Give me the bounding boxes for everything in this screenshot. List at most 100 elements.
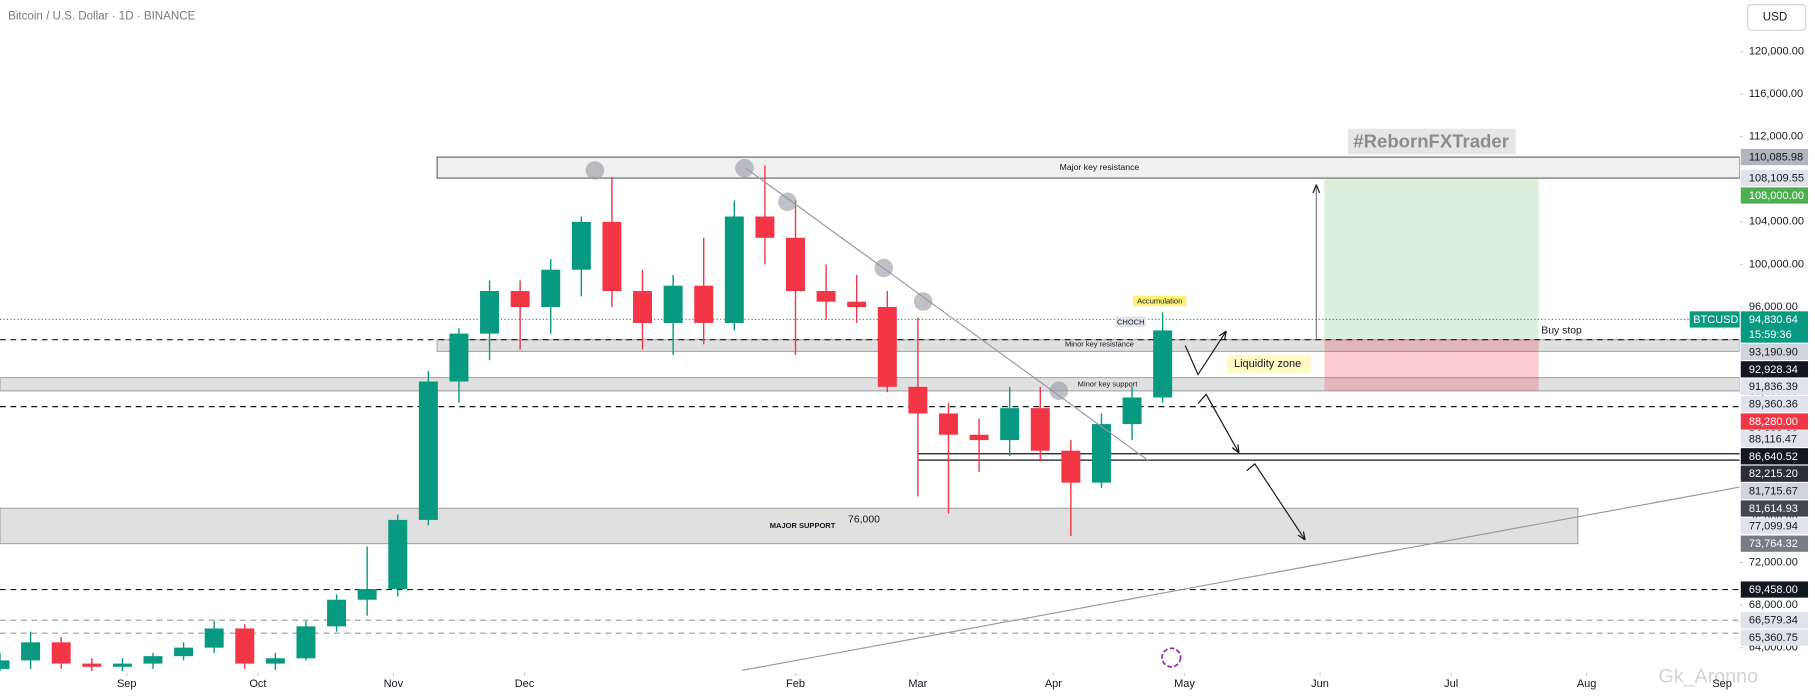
price-badge xyxy=(1740,413,1809,430)
price-badge-label: 91,836.39 xyxy=(1749,381,1798,393)
price-badge xyxy=(1740,148,1809,166)
watermark: Gk_Aronno xyxy=(1658,665,1758,687)
price-badge-label: 82,215.20 xyxy=(1749,468,1798,480)
candle-body xyxy=(938,413,958,435)
candle-body xyxy=(786,237,805,292)
candle-body xyxy=(296,626,316,659)
price-badge xyxy=(1740,169,1809,187)
currency-button[interactable] xyxy=(1747,4,1807,31)
x-tick-label: Oct xyxy=(249,678,266,690)
y-tick-label: 72,000.00 xyxy=(1749,556,1798,568)
candle-body xyxy=(235,628,255,664)
price-badge xyxy=(1740,482,1809,500)
price-badge-label: 110,085.98 xyxy=(1749,152,1803,164)
candle-body xyxy=(174,647,194,657)
candle-body xyxy=(265,658,285,664)
y-tick-label: 104,000.00 xyxy=(1749,216,1804,228)
candle-body xyxy=(908,386,928,414)
candle-body xyxy=(21,642,41,661)
candle-body xyxy=(1000,408,1020,441)
price-badge-label: 81,614.93 xyxy=(1749,503,1798,515)
price-badge-label: 73,764.32 xyxy=(1749,538,1798,550)
y-tick-label: 100,000.00 xyxy=(1749,258,1804,270)
x-tick-label: May xyxy=(1174,678,1195,690)
candle-body xyxy=(510,291,530,307)
target-area xyxy=(1324,179,1539,340)
candles xyxy=(0,165,1173,672)
price-badge-label: 66,579.34 xyxy=(1749,615,1798,627)
candle-body xyxy=(480,291,500,334)
candle-body xyxy=(327,599,347,627)
x-tick-label: Mar xyxy=(908,678,927,690)
price-badge xyxy=(1740,517,1809,534)
candle-body xyxy=(1091,424,1111,483)
peak-marker xyxy=(585,161,605,180)
arrow xyxy=(1184,332,1226,376)
signature-bg xyxy=(1347,128,1516,155)
peak-marker xyxy=(735,158,754,178)
price-badge-label: 88,116.47 xyxy=(1749,433,1797,445)
price-badge-label: 86,640.52 xyxy=(1749,451,1798,463)
peak-marker xyxy=(913,292,933,311)
price-badge xyxy=(1740,465,1809,482)
axes: 64,000.0068,000.0072,000.0076,000.0080,0… xyxy=(117,45,1809,690)
candle-body xyxy=(755,216,775,238)
y-tick-label: 68,000.00 xyxy=(1749,599,1798,611)
price-badge xyxy=(1740,535,1809,552)
zone-label: Minor key support xyxy=(1078,380,1139,389)
x-tick-label: Nov xyxy=(384,678,404,690)
candle-body xyxy=(449,333,469,382)
annotation-bg xyxy=(1227,354,1311,374)
zone-label: MAJOR SUPPORT xyxy=(770,521,836,530)
overlays: #RebornFXTrader Accumulation CHOCH Liqui… xyxy=(8,4,1807,687)
candle-body xyxy=(633,291,653,323)
trend-line xyxy=(745,167,1149,461)
arrow xyxy=(1197,393,1239,452)
candle-body xyxy=(51,642,71,664)
choch-label: CHOCH xyxy=(1117,317,1145,326)
zone xyxy=(0,507,1579,545)
price-badge xyxy=(1740,343,1809,361)
candle-body xyxy=(877,306,897,387)
peak-marker xyxy=(1049,381,1069,401)
currency-label[interactable]: USD xyxy=(1763,11,1787,23)
y-tick-label: 112,000.00 xyxy=(1749,131,1803,143)
x-tick-label: Sep xyxy=(1712,678,1732,690)
price-badge-label: 65,360.75 xyxy=(1749,632,1798,644)
liquidity-label: Liquidity zone xyxy=(1234,358,1301,370)
candle-body xyxy=(1122,397,1142,425)
candle-body xyxy=(418,381,438,520)
zone-label: Major key resistance xyxy=(1060,162,1140,172)
price-badge xyxy=(1740,581,1809,598)
x-tick-label: Aug xyxy=(1577,678,1597,690)
x-tick-label: Feb xyxy=(786,678,805,690)
candle-body xyxy=(0,660,10,669)
peak-marker xyxy=(778,192,797,212)
price-badge xyxy=(1740,430,1809,448)
zone-label: Minor key resistance xyxy=(1065,339,1134,348)
signature: #RebornFXTrader xyxy=(1353,131,1509,152)
annotation-bg xyxy=(1115,316,1146,328)
candle-body xyxy=(204,628,224,648)
price-badge-label: 89,360.36 xyxy=(1749,399,1798,411)
price-badge-label: 88,280.00 xyxy=(1749,416,1798,428)
candle-body xyxy=(541,269,561,307)
peak-marker xyxy=(874,258,894,278)
y-tick-label: 116,000.00 xyxy=(1749,88,1803,100)
x-tick-label: Dec xyxy=(515,678,535,690)
x-tick-label: Jun xyxy=(1311,678,1329,690)
price-badge xyxy=(1740,378,1809,395)
price-badge-label: 81,715.67 xyxy=(1749,486,1798,498)
price-badge-label: 94,830.64 xyxy=(1749,314,1798,326)
candle-body xyxy=(724,216,744,323)
price-badge-label: 69,458.00 xyxy=(1749,584,1798,596)
price-badge xyxy=(1740,311,1809,343)
candle-body xyxy=(969,434,989,441)
arrow xyxy=(1246,463,1305,539)
annotation-bg xyxy=(1133,295,1187,307)
price-badge xyxy=(1740,361,1809,378)
header-title: Bitcoin / U.S. Dollar · 1D · BINANCE xyxy=(8,10,196,22)
zone xyxy=(436,156,1740,179)
candle-body xyxy=(816,291,836,302)
